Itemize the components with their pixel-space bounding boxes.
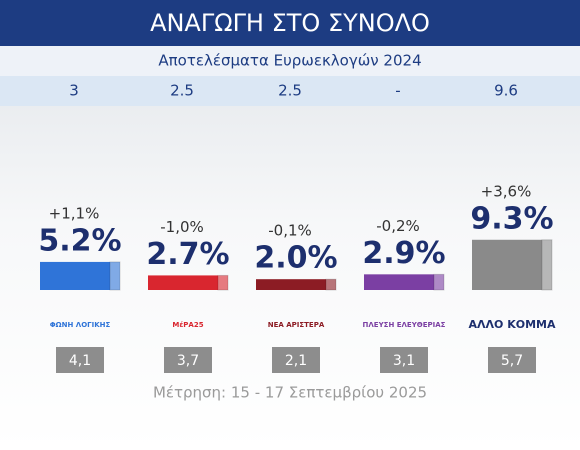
value-label: 2.0% xyxy=(254,241,337,276)
header-band xyxy=(0,0,580,46)
value-label: 9.3% xyxy=(470,201,553,236)
euro-result: 9.6 xyxy=(494,82,518,100)
party-label: ΠΛΕΥΣΗ ΕΛΕΥΘΕΡΙΑΣ xyxy=(363,321,446,329)
bar-side xyxy=(325,278,337,291)
bar xyxy=(472,239,542,290)
previous-label: 4,1 xyxy=(69,353,91,369)
party-label: ΝΕΑ ΑΡΙΣΤΕΡΑ xyxy=(268,321,325,329)
value-label: 5.2% xyxy=(38,223,121,258)
euro-result: 2.5 xyxy=(278,82,302,100)
subtitle: Αποτελέσματα Ευρωεκλογών 2024 xyxy=(158,52,421,70)
value-label: 2.9% xyxy=(362,236,445,271)
chart-title: ΑΝΑΓΩΓΗ ΣΤΟ ΣΥΝΟΛΟ xyxy=(150,9,430,37)
change-label: +3,6% xyxy=(481,182,532,200)
bar xyxy=(256,279,326,290)
euro-result: - xyxy=(395,82,400,100)
change-label: -0,2% xyxy=(376,217,420,235)
bar xyxy=(148,275,218,290)
euro-result: 2.5 xyxy=(170,82,194,100)
euro-result: 3 xyxy=(69,82,79,100)
change-label: -1,0% xyxy=(160,218,204,236)
previous-box xyxy=(56,347,104,373)
bar-side xyxy=(433,273,445,291)
bar xyxy=(364,274,434,290)
party-label: ΑΛΛΟ ΚΟΜΜΑ xyxy=(468,318,555,331)
previous-box xyxy=(164,347,212,373)
change-label: +1,1% xyxy=(49,204,100,222)
previous-label: 2,1 xyxy=(285,353,307,369)
bar-side xyxy=(541,239,553,291)
bar xyxy=(40,261,110,290)
party-label: ΜέΡΑ25 xyxy=(172,321,203,329)
previous-label: 5,7 xyxy=(501,353,523,369)
party-label: ΦΩΝΗ ΛΟΓΙΚΗΣ xyxy=(50,321,111,329)
previous-box xyxy=(272,347,320,373)
change-label: -0,1% xyxy=(268,222,312,240)
previous-box xyxy=(488,347,536,373)
footer: Μέτρηση: 15 - 17 Σεπτεμβρίου 2025 xyxy=(153,384,427,402)
value-label: 2.7% xyxy=(146,237,229,272)
subtitle-band xyxy=(0,46,580,76)
bar-side xyxy=(109,261,121,291)
euro-band xyxy=(0,76,580,106)
previous-label: 3,1 xyxy=(393,353,415,369)
previous-box xyxy=(380,347,428,373)
previous-label: 3,7 xyxy=(177,353,199,369)
bar-side xyxy=(217,274,229,291)
